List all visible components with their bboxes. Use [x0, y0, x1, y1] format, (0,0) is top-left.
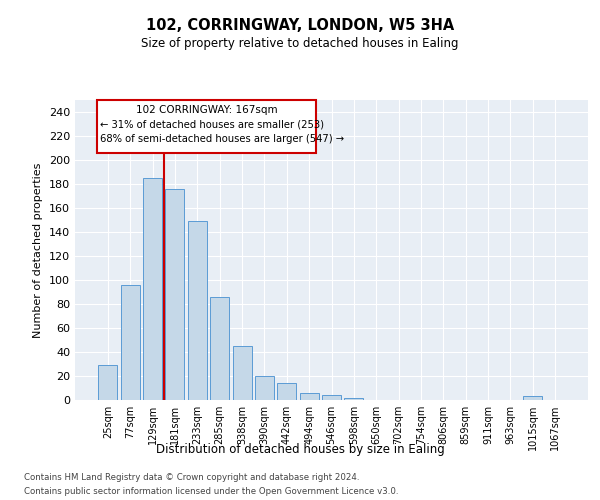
Bar — [299, 393, 319, 400]
Bar — [121, 285, 140, 400]
Bar — [188, 221, 207, 400]
Text: Size of property relative to detached houses in Ealing: Size of property relative to detached ho… — [141, 38, 459, 51]
Bar — [210, 297, 229, 400]
Bar — [523, 396, 542, 400]
Bar — [344, 398, 364, 400]
Bar — [143, 178, 162, 400]
Text: ← 31% of detached houses are smaller (253): ← 31% of detached houses are smaller (25… — [100, 119, 325, 129]
Bar — [233, 346, 251, 400]
Text: Distribution of detached houses by size in Ealing: Distribution of detached houses by size … — [155, 442, 445, 456]
Bar — [166, 189, 184, 400]
Bar — [255, 376, 274, 400]
Text: 102, CORRINGWAY, LONDON, W5 3HA: 102, CORRINGWAY, LONDON, W5 3HA — [146, 18, 454, 32]
Bar — [97, 100, 316, 153]
Bar — [277, 383, 296, 400]
Y-axis label: Number of detached properties: Number of detached properties — [34, 162, 43, 338]
Bar — [98, 365, 118, 400]
Text: 102 CORRINGWAY: 167sqm: 102 CORRINGWAY: 167sqm — [136, 105, 278, 115]
Text: Contains HM Land Registry data © Crown copyright and database right 2024.: Contains HM Land Registry data © Crown c… — [24, 472, 359, 482]
Text: 68% of semi-detached houses are larger (547) →: 68% of semi-detached houses are larger (… — [100, 134, 344, 143]
Bar — [322, 395, 341, 400]
Text: Contains public sector information licensed under the Open Government Licence v3: Contains public sector information licen… — [24, 488, 398, 496]
